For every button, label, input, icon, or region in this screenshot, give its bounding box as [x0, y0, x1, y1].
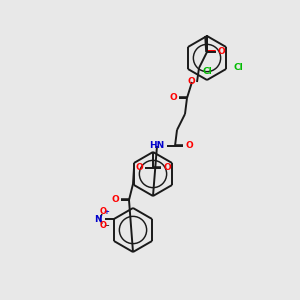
Text: O: O — [187, 77, 195, 86]
Text: O: O — [135, 164, 143, 172]
Text: Cl: Cl — [202, 68, 212, 76]
Text: O: O — [217, 47, 225, 56]
Text: O: O — [169, 94, 177, 103]
Text: −: − — [103, 223, 109, 229]
Text: Cl: Cl — [233, 62, 243, 71]
Text: N: N — [94, 214, 102, 224]
Text: O: O — [185, 142, 193, 151]
Text: O: O — [99, 221, 106, 230]
Text: O: O — [99, 208, 106, 217]
Text: HN: HN — [149, 142, 165, 151]
Text: O: O — [111, 196, 119, 205]
Text: O: O — [163, 164, 171, 172]
Text: +: + — [103, 209, 109, 215]
